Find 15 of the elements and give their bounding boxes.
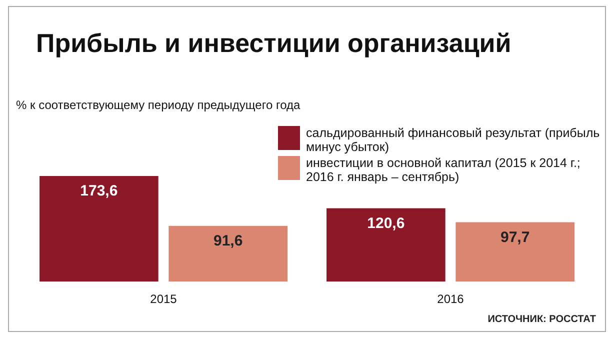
x-tick-label: 2016 [437, 292, 464, 306]
bar [168, 226, 288, 282]
bar [40, 176, 158, 282]
data-label: 173,6 [80, 182, 118, 200]
data-label: 91,6 [213, 232, 243, 250]
data-label: 120,6 [367, 214, 405, 232]
legend-label: инвестиции в основной капитал (2015 к 2014 г.; 2016 г. январь – сентябрь) [306, 156, 582, 184]
chart-subtitle: % к соответствующему периоду предыдущего года [16, 98, 300, 112]
legend-label: сальдированный финансовый результат (прибыль минус убыток) [306, 126, 601, 154]
text: ИСТОЧНИК: РОССТАТ [488, 314, 596, 325]
data-label: 97,7 [500, 228, 530, 246]
bar [456, 222, 574, 282]
x-tick-label: 2015 [150, 292, 178, 306]
chart-title: Прибыль и инвестиции организаций [36, 28, 512, 59]
bar [326, 208, 446, 282]
